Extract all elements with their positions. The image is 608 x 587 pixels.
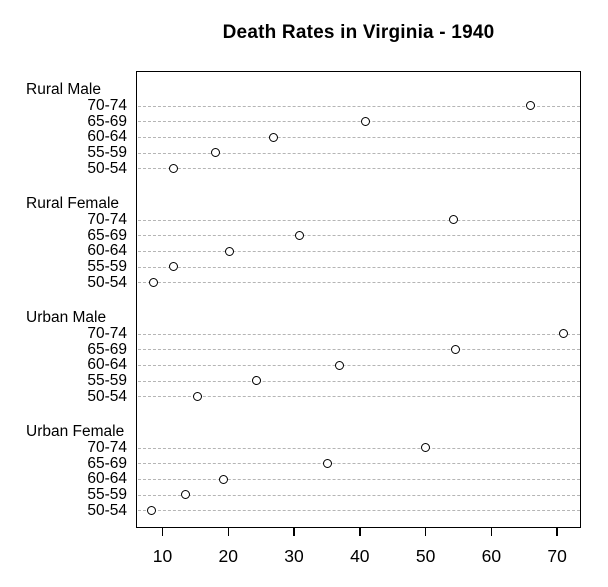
data-point: [218, 474, 228, 484]
gridline: [137, 219, 580, 221]
data-point: [295, 230, 305, 240]
gridline: [137, 478, 580, 480]
data-point: [193, 391, 203, 401]
gridline: [137, 235, 580, 237]
age-category-label: 65-69: [87, 340, 127, 358]
age-category-label: 70-74: [87, 211, 127, 228]
gridline: [137, 152, 580, 154]
x-axis-tick: [424, 528, 427, 536]
chart-title: Death Rates in Virginia - 1940: [222, 22, 495, 43]
age-category-label: 65-69: [87, 226, 127, 244]
data-point: [559, 329, 569, 339]
gridline: [137, 364, 580, 366]
x-axis-tick: [161, 528, 164, 536]
data-point: [181, 490, 191, 500]
data-point: [361, 116, 371, 126]
age-category-label: 55-59: [87, 144, 127, 162]
data-point: [168, 163, 178, 173]
x-axis-tick: [293, 528, 295, 536]
age-category-label: 60-64: [87, 470, 127, 488]
age-category-label: 50-54: [87, 273, 127, 291]
gridline: [137, 463, 580, 465]
x-axis-tick: [359, 528, 361, 536]
group-label: Urban Male: [26, 309, 107, 326]
gridline: [137, 349, 580, 351]
age-category-label: 55-59: [87, 258, 127, 276]
data-point: [268, 132, 278, 142]
data-point: [225, 246, 235, 256]
age-category-label: 55-59: [87, 486, 127, 504]
x-axis-tick: [490, 528, 493, 536]
gridline: [137, 447, 580, 449]
age-category-label: 50-54: [87, 387, 127, 405]
x-axis-tick-label: 20: [218, 546, 238, 566]
gridline: [137, 168, 580, 170]
age-category-label: 60-64: [87, 128, 127, 146]
group-label: Rural Female: [26, 195, 120, 212]
data-point: [335, 360, 345, 370]
data-point: [210, 148, 220, 158]
gridline: [137, 136, 580, 138]
x-axis-tick-label: 50: [415, 546, 436, 566]
gridline: [137, 510, 580, 512]
x-axis-tick-label: 40: [350, 546, 370, 566]
data-point: [251, 376, 261, 386]
data-point: [420, 443, 430, 453]
gridline: [137, 121, 580, 123]
gridline: [137, 282, 580, 284]
age-category-label: 60-64: [87, 242, 127, 260]
data-point: [147, 505, 157, 515]
age-category-label: 50-54: [87, 501, 127, 519]
gridline: [137, 105, 580, 107]
data-point: [448, 215, 458, 225]
x-axis-tick-label: 10: [152, 546, 173, 566]
gridline: [137, 250, 580, 252]
group-label: Rural Male: [26, 81, 101, 98]
x-axis-tick-label: 60: [481, 546, 502, 566]
age-category-label: 70-74: [87, 439, 127, 456]
gridline: [137, 396, 580, 398]
age-category-label: 65-69: [87, 112, 127, 130]
x-axis-tick-label: 70: [547, 546, 567, 566]
x-axis-tick: [556, 528, 558, 536]
age-category-label: 70-74: [87, 325, 127, 342]
x-axis-tick: [227, 528, 230, 536]
data-point: [525, 101, 535, 111]
data-point: [168, 262, 178, 272]
data-point: [322, 458, 332, 468]
data-point: [450, 344, 460, 354]
x-axis-tick-label: 30: [284, 546, 304, 566]
data-point: [149, 277, 159, 287]
age-category-label: 65-69: [87, 454, 127, 472]
group-label: Urban Female: [26, 423, 125, 440]
plot-area: [136, 71, 581, 528]
gridline: [137, 494, 580, 496]
age-category-label: 60-64: [87, 356, 127, 374]
gridline: [137, 266, 580, 268]
age-category-label: 50-54: [87, 159, 127, 177]
gridline: [137, 333, 580, 335]
age-category-label: 70-74: [87, 97, 127, 114]
gridline: [137, 380, 580, 382]
age-category-label: 55-59: [87, 372, 127, 390]
